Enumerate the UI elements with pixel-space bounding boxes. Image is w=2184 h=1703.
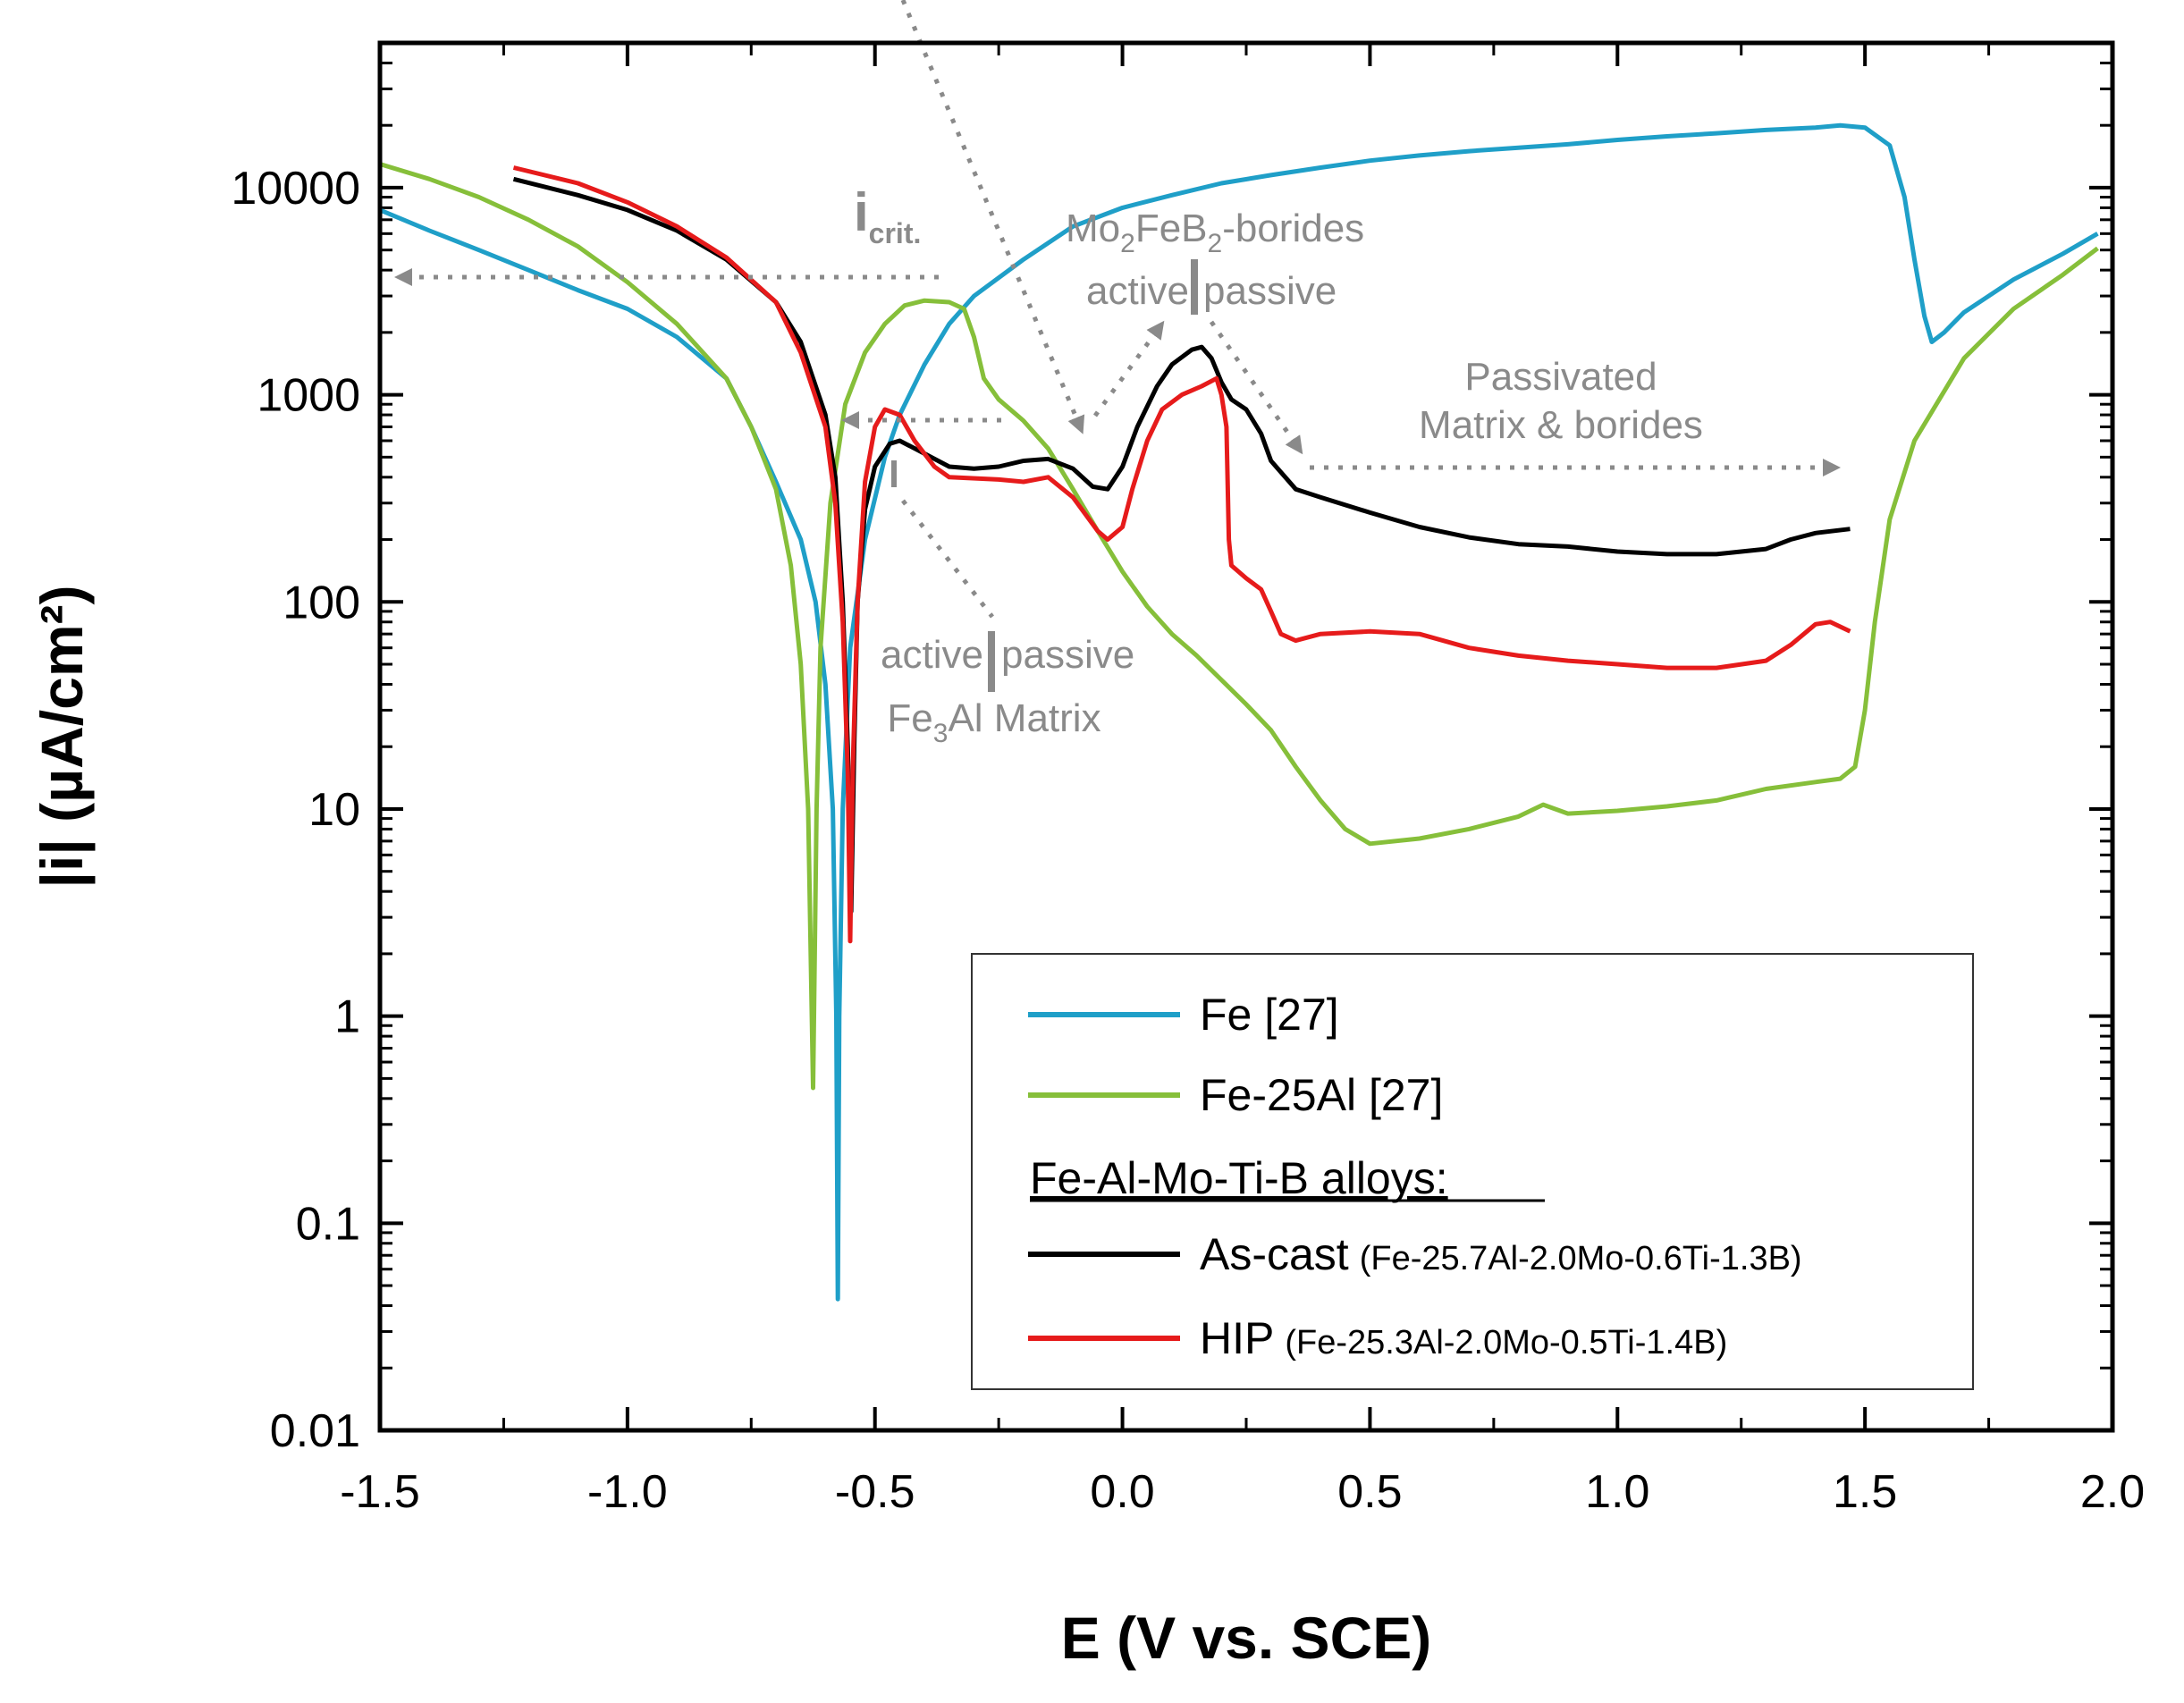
annotation-icrit: icrit. [394,182,939,286]
annotation-passivated: Passivated Matrix & borides [1310,355,1841,476]
legend-box [971,953,1974,1390]
boride-active-arrow [1092,320,1165,417]
legend-label-fe: Fe [27] [1200,990,1339,1040]
annotation-matrix: active passive Fe3Al Matrix [841,0,1134,748]
y-tick-label: 10000 [231,163,360,215]
legend-label-fe25al: Fe-25Al [27] [1200,1070,1443,1120]
x-tick-label: -1.5 [340,1466,420,1518]
matrix-leader-line [901,499,994,619]
x-tick-label: -0.5 [835,1466,915,1518]
annotation-borides: Mo2FeB2-borides active passive [1066,207,1364,455]
boride-divider [1191,259,1198,315]
x-tick-label: 0.0 [1090,1466,1154,1518]
passivated-line2: Matrix & borides [1419,403,1703,447]
y-tick-label: 1000 [257,370,360,422]
icrit-label: icrit. [854,182,921,249]
boride-passive-arrow [1209,320,1303,455]
matrix-label: Fe3Al Matrix [887,696,1100,748]
x-tick-label: 2.0 [2080,1466,2145,1518]
x-tick-label: 1.5 [1833,1466,1897,1518]
boride-passive-label: passive [1203,269,1337,313]
x-tick-label: 1.0 [1585,1466,1649,1518]
y-tick-label: 100 [282,577,360,628]
y-tick-label: 0.1 [296,1198,360,1250]
matrix-divider [988,631,995,692]
legend-label-ascast: As-cast (Fe-25.7Al-2.0Mo-0.6Ti-1.3B) [1200,1229,1802,1279]
series-line-3 [512,165,1851,944]
boride-active-label: active [1086,269,1189,313]
y-tick-label: 0.01 [270,1405,360,1457]
legend-label-hip: HIP (Fe-25.3Al-2.0Mo-0.5Ti-1.4B) [1200,1313,1727,1363]
boride-title: Mo2FeB2-borides [1066,207,1364,258]
legend: Fe [27] Fe-25Al [27] Fe-Al-Mo-Ti-B alloy… [971,953,1974,1390]
matrix-passive-label: passive [1001,633,1134,677]
passivated-line1: Passivated [1464,355,1657,399]
x-tick-label: 0.5 [1337,1466,1402,1518]
plot-frame [377,40,2115,1433]
series-line-1 [380,162,2099,1091]
y-tick-label: 10 [308,784,360,836]
x-tick-label: -1.0 [587,1466,668,1518]
matrix-passive-arrow [900,0,1085,434]
series-layer [380,122,2099,1302]
y-tick-label: 1 [334,991,360,1043]
y-axis-title: |i| (µA/cm²) [29,586,97,889]
x-axis-ticks: -1.5 -1.0 -0.5 0.0 0.5 1.0 1.5 2.0 [340,43,2145,1518]
series-line-0 [380,122,2099,1302]
matrix-active-label: active [881,633,983,677]
legend-group-heading: Fe-Al-Mo-Ti-B alloys: [1030,1153,1448,1203]
x-axis-title: E (V vs. SCE) [1061,1605,1431,1671]
